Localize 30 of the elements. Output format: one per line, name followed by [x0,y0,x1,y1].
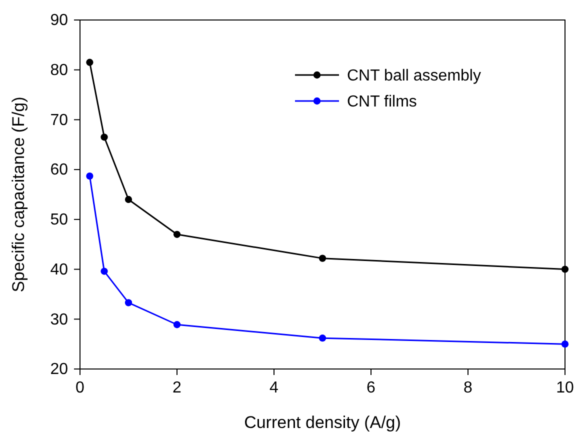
y-tick-label: 90 [50,12,68,30]
y-axis-title: Specific capacitance (F/g) [9,96,28,292]
x-tick-label: 6 [366,379,376,396]
x-tick-label: 0 [76,379,85,396]
point [318,254,326,262]
y-tick-label: 60 [50,162,68,179]
point [173,321,181,328]
legend-label: CNT ball assembly [347,68,481,85]
point [100,268,108,275]
y-tick-label: 40 [50,261,68,278]
y-tick-label: 20 [50,361,68,378]
point [561,266,569,273]
point [100,134,108,141]
point [318,334,326,342]
point [86,58,94,66]
x-tick-label: 8 [464,379,473,396]
y-tick-label: 50 [50,212,68,229]
point [86,172,94,180]
point [124,196,132,204]
x-tick-label: 2 [172,379,182,396]
x-axis-title: Current density (A/g) [244,413,401,432]
legend-label: CNT films [347,94,417,111]
y-tick-label: 80 [50,62,68,79]
point [561,340,569,348]
x-tick-label: 4 [270,379,279,396]
point [124,299,132,306]
point [173,230,181,238]
y-tick-label: 30 [50,311,68,328]
y-tick-label: 70 [50,112,68,129]
x-tick-label: 10 [556,379,574,396]
